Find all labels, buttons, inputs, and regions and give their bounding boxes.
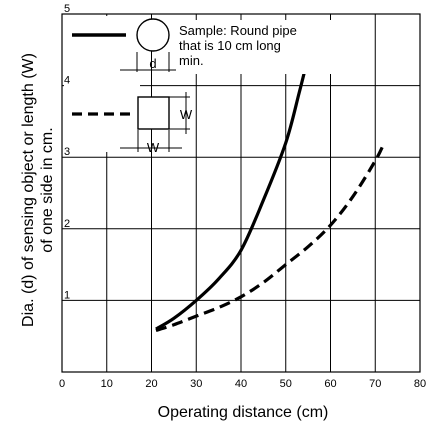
y-tick-label: 3 xyxy=(64,146,70,158)
x-tick-label: 0 xyxy=(59,378,65,390)
round-pipe-icon xyxy=(136,18,170,52)
dim-label-w-bottom: W xyxy=(147,140,160,155)
series-line-solid xyxy=(155,56,310,331)
y-axis-title-line2: of one side in cm. xyxy=(39,127,56,252)
legend-background xyxy=(64,16,140,152)
x-tick-label: 80 xyxy=(414,378,426,390)
y-tick-label: 1 xyxy=(64,289,70,301)
x-tick-label: 60 xyxy=(324,378,336,390)
x-tick-label: 30 xyxy=(190,378,202,390)
sample-note-line: that is 10 cm long xyxy=(179,38,281,53)
series-line-dashed xyxy=(155,142,386,332)
x-tick-label: 40 xyxy=(235,378,247,390)
x-tick-label: 20 xyxy=(145,378,157,390)
x-tick-label: 10 xyxy=(101,378,113,390)
x-tick-label: 70 xyxy=(369,378,381,390)
x-tick-label: 50 xyxy=(280,378,292,390)
series-layer xyxy=(155,56,386,332)
sample-note-line: min. xyxy=(179,53,204,68)
dim-label-d: d xyxy=(149,56,156,71)
tick-labels: 0 10 20 30 40 50 60 70 80 1 2 3 4 5 xyxy=(59,3,426,390)
plot-frame xyxy=(61,13,421,373)
square-object-icon xyxy=(137,96,170,130)
y-tick-label: 2 xyxy=(64,218,70,230)
y-tick-label: 5 xyxy=(64,3,70,15)
dim-label-w-side: W xyxy=(180,107,193,122)
x-axis-title: Operating distance (cm) xyxy=(158,404,329,421)
y-tick-label: 4 xyxy=(64,75,70,87)
y-axis-title-line1: Dia. (d) of sensing object or length (W) xyxy=(20,53,37,327)
sample-note-line: Sample: Round pipe xyxy=(179,23,297,38)
sample-note-background xyxy=(176,20,336,74)
